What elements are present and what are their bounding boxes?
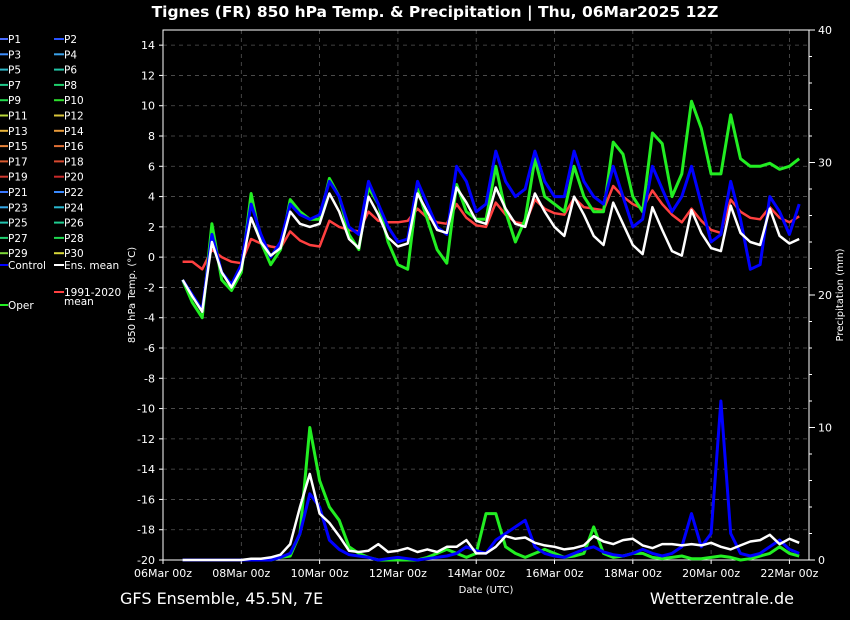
y-tick-label: 10: [141, 100, 155, 113]
x-tick-label: 08Mar 00z: [212, 567, 270, 580]
legend-label: P29: [8, 248, 28, 260]
legend-label: P27: [8, 233, 28, 245]
legend-label: P15: [8, 141, 28, 153]
y-tick-label: 2: [148, 221, 155, 234]
y-axis-label: 850 hPa Temp. (°C): [127, 247, 138, 343]
temp-line-control: [181, 149, 801, 312]
grid: [162, 30, 809, 561]
y-tick-label: -16: [137, 493, 155, 506]
legend-label: P2: [64, 34, 77, 46]
legend-label: P18: [64, 156, 84, 168]
y-tick-label: 0: [148, 251, 155, 264]
y-tick-label: 6: [148, 160, 155, 173]
y-tick-label: -2: [144, 281, 155, 294]
y-tick-label: 4: [148, 191, 155, 204]
y2-tick-label: 20: [818, 289, 832, 302]
source-label: GFS Ensemble, 45.5N, 7E: [120, 589, 324, 608]
legend-label: P22: [64, 187, 84, 199]
y-tick-label: 12: [141, 69, 155, 82]
precip-line-ens-mean: [182, 472, 800, 562]
legend-label: P24: [64, 202, 84, 214]
plot-area: [162, 29, 810, 561]
y-tick-label: -4: [144, 312, 155, 325]
y-tick-label: -6: [144, 342, 155, 355]
chart-title: Tignes (FR) 850 hPa Temp. & Precipitatio…: [152, 3, 719, 22]
y-tick-label: -12: [137, 433, 155, 446]
site-label[interactable]: Wetterzentrale.de: [649, 589, 794, 608]
legend-label: P20: [64, 172, 84, 184]
legend-label: P16: [64, 141, 84, 153]
legend-label: P14: [64, 126, 84, 138]
x-axis-label: Date (UTC): [459, 585, 514, 596]
x-tick-label: 16Mar 00z: [525, 567, 583, 580]
legend-label: P8: [64, 80, 77, 92]
x-axis: 06Mar 00z 08Mar 00z 10Mar 00z 12Mar 00z 14Ma…: [134, 560, 819, 580]
temp-line-1991-2020-mean: [182, 184, 800, 271]
x-tick-label: 20Mar 00z: [682, 567, 740, 580]
legend-label: P23: [8, 202, 28, 214]
y2-axis: 0 10 20 30 40: [809, 24, 832, 567]
legend-label: P17: [8, 156, 28, 168]
x-tick-label: 22Mar 00z: [760, 567, 818, 580]
legend-label: P9: [8, 95, 21, 107]
x-tick-label: 14Mar 00z: [447, 567, 505, 580]
legend-label: 1991-2020: [64, 287, 121, 299]
legend-label: P28: [64, 233, 84, 245]
legend-label: P21: [8, 187, 28, 199]
y-axis: 14 12 10 8 6 4 2 0 -2 -4 -6 -8 -10 -12 -14 -16 -18 -20: [137, 39, 163, 567]
y2-tick-label: 40: [818, 24, 832, 37]
legend-label: P11: [8, 111, 28, 123]
x-tick-label: 18Mar 00z: [604, 567, 662, 580]
y-tick-label: -20: [137, 554, 155, 567]
series-layer: [181, 99, 801, 562]
legend-label: P26: [64, 218, 84, 230]
legend-label: Ens. mean: [64, 260, 119, 272]
y2-tick-label: 30: [818, 157, 832, 170]
legend-label: Control: [8, 260, 46, 272]
y-tick-label: 8: [148, 130, 155, 143]
legend-label: P12: [64, 111, 84, 123]
legend-label: P19: [8, 172, 28, 184]
temp-line-ens-mean: [181, 186, 800, 313]
legend-label: P13: [8, 126, 28, 138]
legend-label: P1: [8, 34, 21, 46]
y-tick-label: -10: [137, 403, 155, 416]
legend-label: P3: [8, 49, 21, 61]
legend: P1 P2 P3 P4 P5 P6 P7 P8 P9 P10 P11 P12 P13 P14 P15 P16 P…: [0, 34, 121, 312]
legend-label: mean: [64, 296, 94, 308]
x-tick-label: 06Mar 00z: [134, 567, 192, 580]
legend-label: P5: [8, 65, 21, 77]
legend-label: P30: [64, 248, 84, 260]
legend-label: P4: [64, 49, 77, 61]
legend-label: P6: [64, 65, 77, 77]
y-tick-label: 14: [141, 39, 155, 52]
legend-label: P10: [64, 95, 84, 107]
x-tick-label: 12Mar 00z: [369, 567, 427, 580]
y-tick-label: -8: [144, 372, 155, 385]
y2-tick-label: 10: [818, 422, 832, 435]
precip-line-control: [182, 399, 800, 562]
y-tick-label: -18: [137, 524, 155, 537]
y-tick-label: -14: [137, 463, 155, 476]
y2-tick-label: 0: [818, 554, 825, 567]
y2-axis-label: Precipitation (mm): [835, 248, 846, 341]
legend-label: P25: [8, 218, 28, 230]
legend-label: P7: [8, 80, 21, 92]
legend-label: Oper: [8, 300, 34, 312]
x-tick-label: 10Mar 00z: [291, 567, 349, 580]
